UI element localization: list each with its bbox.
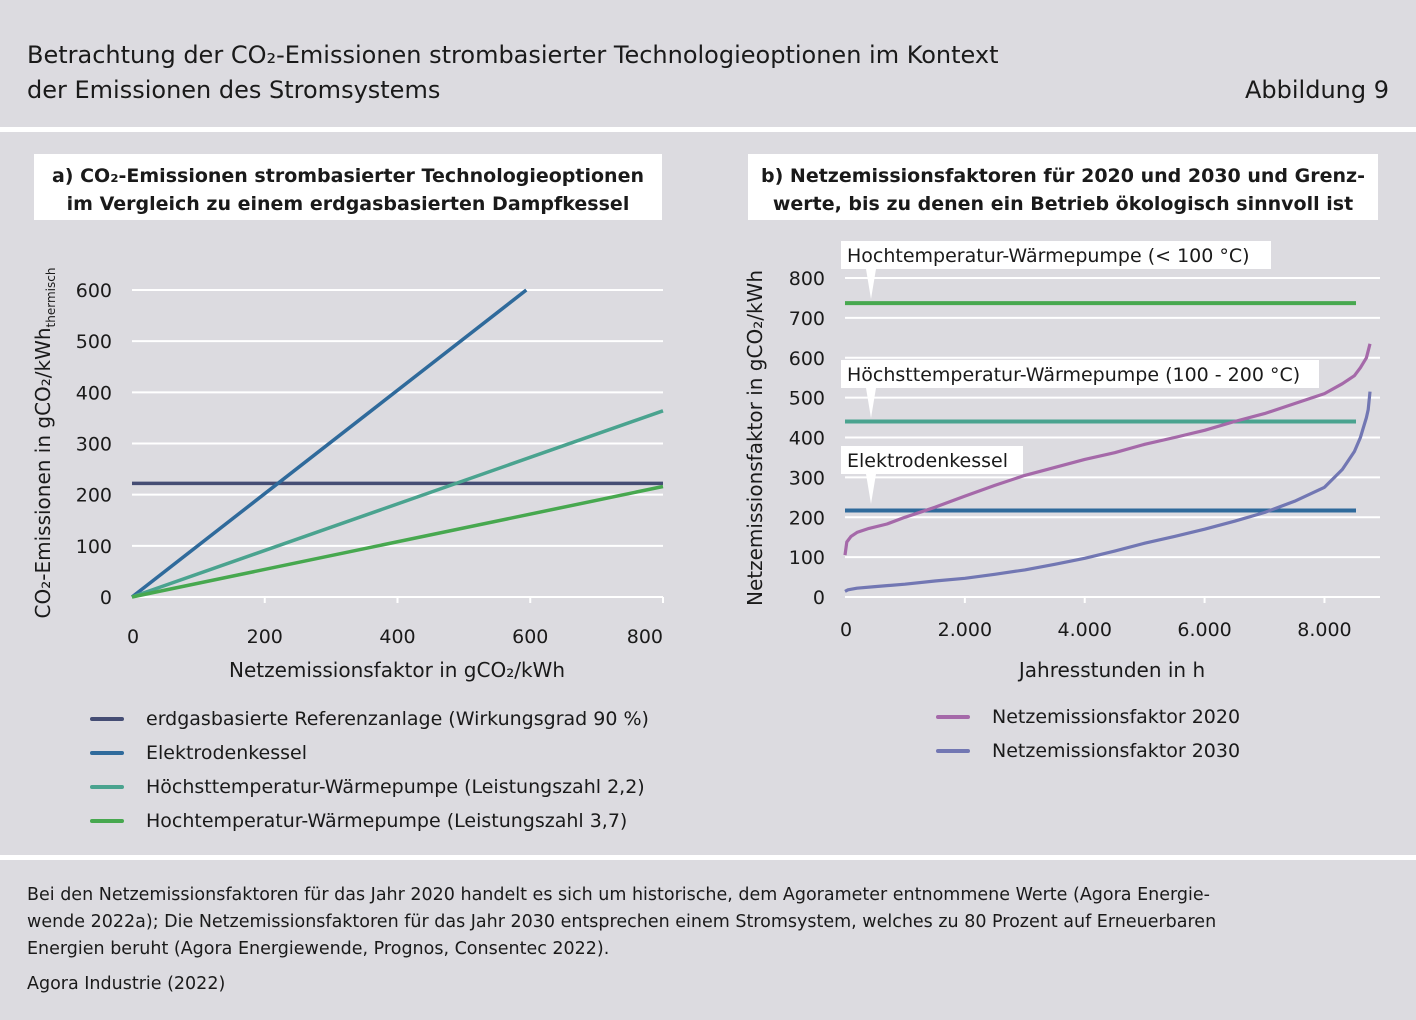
panel-b-title: b) Netzemissionsfaktoren für 2020 und 20… (748, 154, 1378, 220)
x-tick-label: 600 (512, 626, 548, 648)
figure-number: Abbildung 9 (1244, 76, 1389, 104)
chart-a: 0 100 200 300 400 500 600 0 200 400 600 800 Netzemis… (31, 268, 664, 682)
x-tick-label: 4.000 (1058, 619, 1112, 641)
legend-label: Elektrodenkessel (146, 742, 308, 764)
bottom-divider (0, 855, 1416, 860)
panel-b-title-line1: b) Netzemissionsfaktoren für 2020 und 20… (761, 165, 1365, 187)
threshold-label-box (841, 241, 1271, 269)
x-tick-label: 400 (379, 626, 415, 648)
figure-title-line1: Betrachtung der CO₂-Emissionen strombasi… (27, 41, 999, 69)
x-axis-label: Jahresstunden in h (1017, 658, 1205, 682)
panel-b-title-line2: werte, bis zu denen ein Betrieb ökologis… (772, 193, 1354, 215)
source-line: Agora Industrie (2022) (27, 974, 226, 994)
x-tick-label: 0 (840, 619, 852, 641)
series-line (131, 484, 664, 599)
y-tick-label: 400 (76, 382, 112, 404)
x-axis-label: Netzemissionsfaktor in gCO₂/kWh (229, 658, 565, 682)
legend-swatch (90, 785, 124, 789)
y-axis-label: CO₂-Emissionen in gCO₂/kWhthermisch (31, 268, 58, 619)
panel-a-title-line2: im Vergleich zu einem erdgasbasierten Da… (66, 193, 630, 215)
threshold-label: Höchsttemperatur-Wärmepumpe (100 - 200 °… (847, 364, 1300, 386)
x-tick-label: 800 (627, 626, 663, 648)
panel-a-title: a) CO₂-Emissionen strombasierter Technol… (34, 154, 662, 220)
footnote-line1: Bei den Netzemissionsfaktoren für das Ja… (27, 885, 1210, 905)
x-tick-label: 8.000 (1297, 619, 1351, 641)
x-tick-label: 6.000 (1177, 619, 1231, 641)
legend-swatch (936, 715, 970, 719)
y-tick-label: 400 (789, 428, 825, 450)
y-tick-label: 300 (76, 434, 112, 456)
legend-swatch (90, 751, 124, 755)
legend-label: Höchsttemperatur-Wärmepumpe (Leistungsza… (146, 776, 645, 798)
y-tick-label: 0 (813, 587, 825, 609)
y-tick-label: 600 (789, 348, 825, 370)
x-tick-label: 0 (127, 626, 139, 648)
y-axis-label: Netzemissionsfaktor in gCO₂/kWh (743, 270, 767, 606)
legend-label: erdgasbasierte Referenzanlage (Wirkungsg… (146, 708, 649, 730)
footnote-line3: Energien beruht (Agora Energiewende, Pro… (27, 939, 610, 959)
y-tick-label: 0 (100, 587, 112, 609)
top-divider (0, 127, 1416, 132)
y-tick-label: 800 (789, 268, 825, 290)
y-tick-label: 100 (76, 536, 112, 558)
legend-label: Netzemissionsfaktor 2030 (992, 740, 1241, 762)
series-line (131, 409, 664, 599)
footnote: Bei den Netzemissionsfaktoren für das Ja… (27, 882, 1367, 963)
series-line (130, 288, 528, 599)
threshold-label-box (841, 446, 1023, 474)
series-line (844, 391, 1372, 593)
y-tick-label: 700 (789, 308, 825, 330)
legend-swatch (936, 749, 970, 753)
chart-b: 0 100 200 300 400 500 600 700 800 0 2.000 4.000 6.00… (743, 241, 1380, 682)
y-tick-label: 300 (789, 467, 825, 489)
legend-a: erdgasbasierte Referenzanlage (Wirkungsg… (90, 706, 710, 840)
figure-title: Betrachtung der CO₂-Emissionen strombasi… (27, 38, 999, 108)
y-tick-label: 500 (789, 388, 825, 410)
threshold-label-pointer (866, 388, 876, 418)
y-tick-label: 200 (76, 485, 112, 507)
series-line (843, 343, 1372, 556)
legend-b: Netzemissionsfaktor 2020 Netzemissionsfak… (936, 704, 1336, 770)
y-tick-label: 100 (789, 547, 825, 569)
panel-a-title-line1: a) CO₂-Emissionen strombasierter Technol… (51, 165, 644, 187)
footnote-line2: wende 2022a); Die Netzemissionsfaktoren … (27, 912, 1217, 932)
y-tick-label: 600 (76, 280, 112, 302)
legend-swatch (90, 819, 124, 823)
threshold-label-box (841, 360, 1319, 388)
y-tick-label: 500 (76, 331, 112, 353)
legend-label: Hochtemperatur-Wärmepumpe (Leistungszahl… (146, 810, 628, 832)
x-tick-label: 200 (247, 626, 283, 648)
threshold-label: Hochtemperatur-Wärmepumpe (< 100 °C) (847, 245, 1250, 267)
figure-header: Betrachtung der CO₂-Emissionen strombasi… (0, 0, 1416, 128)
x-tick-label: 2.000 (938, 619, 992, 641)
threshold-label: Elektrodenkessel (847, 450, 1008, 472)
threshold-label-pointer (866, 474, 876, 504)
y-tick-label: 200 (789, 507, 825, 529)
legend-swatch (90, 717, 124, 721)
legend-label: Netzemissionsfaktor 2020 (992, 706, 1241, 728)
threshold-label-pointer (866, 269, 876, 299)
figure-title-line2: der Emissionen des Stromsystems (27, 76, 441, 104)
